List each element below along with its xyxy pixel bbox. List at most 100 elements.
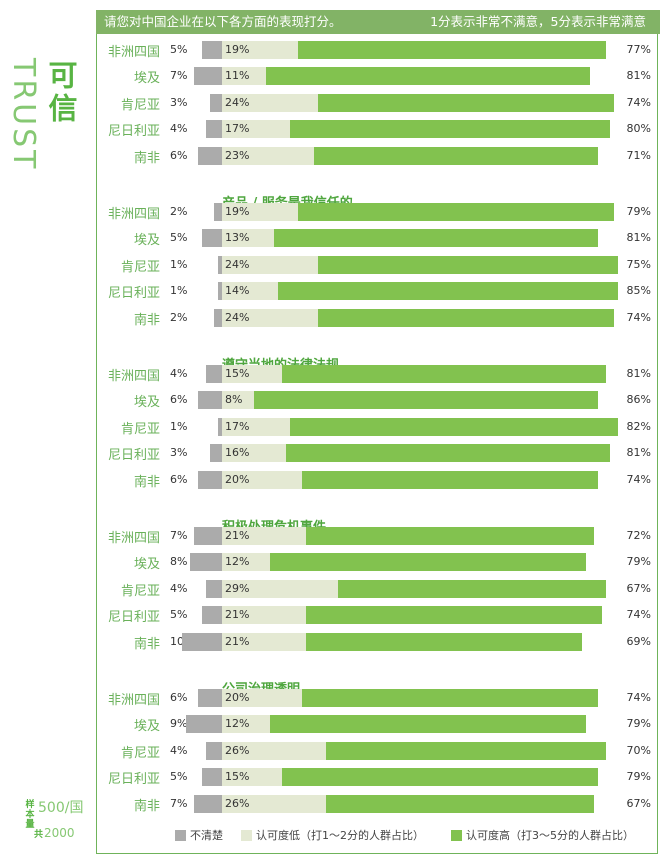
- high-pct-label: 72%: [626, 529, 651, 542]
- bar-unsure: [206, 120, 222, 139]
- unsure-pct-label: 1%: [170, 257, 188, 271]
- bar-low: [222, 579, 338, 598]
- bar-low: [222, 365, 282, 383]
- country-label: 埃及: [133, 395, 160, 411]
- country-label: 南非: [133, 150, 160, 166]
- country-label: 肯尼亚: [120, 259, 160, 275]
- high-pct-label: 69%: [626, 634, 651, 648]
- high-pct-label: 81%: [626, 367, 651, 380]
- bar-low: [222, 606, 306, 625]
- bar-high: [306, 527, 594, 545]
- bar-low: [222, 120, 290, 139]
- bar-high: [298, 203, 614, 221]
- bar-low: [222, 93, 318, 112]
- high-pct-label: 67%: [626, 581, 651, 595]
- legend-label-low: 认可度低（打1～2分的人群占比）: [256, 829, 424, 842]
- country-label: 尼日利亚: [107, 448, 160, 464]
- bar-unsure: [198, 146, 222, 165]
- high-pct-label: 74%: [626, 95, 651, 109]
- bar-low: [222, 768, 282, 787]
- high-pct-label: 86%: [626, 393, 651, 407]
- unsure-pct-label: 5%: [170, 231, 188, 245]
- high-pct-label: 79%: [626, 555, 651, 569]
- bar-low: [222, 470, 302, 489]
- high-pct-label: 71%: [626, 148, 651, 162]
- bar-low: [222, 553, 270, 572]
- high-pct-label: 79%: [626, 717, 651, 731]
- low-pct-label: 19%: [225, 205, 250, 218]
- bar-high: [314, 146, 598, 165]
- bar-high: [302, 689, 598, 707]
- low-pct-label: 16%: [225, 446, 250, 460]
- bar-unsure: [202, 768, 222, 787]
- unsure-pct-label: 4%: [170, 122, 188, 136]
- sample-size-per-country: 500/国: [38, 800, 84, 816]
- bar-unsure: [198, 470, 222, 489]
- bar-low: [222, 741, 326, 760]
- high-pct-label: 74%: [626, 472, 651, 486]
- unsure-pct-label: 5%: [170, 43, 188, 56]
- high-pct-label: 80%: [626, 122, 651, 136]
- bar-low: [222, 632, 306, 651]
- bar-low: [222, 715, 270, 734]
- country-label: 南非: [133, 636, 160, 652]
- legend-swatch-unsure: [175, 830, 186, 841]
- legend-swatch-low: [241, 830, 252, 841]
- country-label: 非洲四国: [107, 369, 160, 384]
- unsure-pct-label: 3%: [170, 95, 188, 109]
- high-pct-label: 79%: [626, 205, 651, 218]
- country-label: 南非: [133, 474, 160, 490]
- bar-low: [222, 391, 254, 410]
- bar-high: [266, 67, 590, 86]
- bar-unsure: [182, 632, 222, 651]
- bar-unsure: [206, 741, 222, 760]
- bar-high: [290, 120, 610, 139]
- country-label: 南非: [133, 312, 160, 328]
- bar-high: [254, 391, 598, 410]
- bar-high: [286, 444, 610, 463]
- unsure-pct-label: 9%: [170, 717, 188, 731]
- scale-note: 1分表示非常不满意，5分表示非常满意: [430, 14, 646, 29]
- bar-low: [222, 308, 318, 327]
- bar-high: [318, 255, 618, 274]
- country-label: 尼日利亚: [107, 772, 160, 788]
- bar-unsure: [190, 553, 222, 572]
- sample-size-total: 共2000: [34, 826, 75, 842]
- low-pct-label: 26%: [225, 796, 250, 810]
- bar-high: [282, 365, 606, 383]
- unsure-pct-label: 5%: [170, 608, 188, 622]
- unsure-pct-label: 2%: [170, 205, 188, 218]
- low-pct-label: 17%: [225, 122, 250, 136]
- unsure-pct-label: 6%: [170, 393, 188, 407]
- bar-unsure: [218, 255, 222, 274]
- unsure-pct-label: 1%: [170, 419, 188, 433]
- high-pct-label: 81%: [626, 446, 651, 460]
- country-label: 非洲四国: [107, 693, 160, 708]
- bar-unsure: [186, 715, 222, 734]
- high-pct-label: 81%: [626, 69, 651, 83]
- high-pct-label: 81%: [626, 231, 651, 245]
- low-pct-label: 23%: [225, 148, 250, 162]
- unsure-pct-label: 7%: [170, 796, 188, 810]
- bar-low: [222, 146, 314, 165]
- low-pct-label: 15%: [225, 367, 250, 380]
- country-label: 尼日利亚: [107, 286, 160, 302]
- bar-low: [222, 417, 290, 436]
- high-pct-label: 74%: [626, 608, 651, 622]
- bar-high: [282, 768, 598, 787]
- bar-high: [306, 606, 602, 625]
- country-label: 非洲四国: [107, 207, 160, 222]
- country-label: 肯尼亚: [120, 97, 160, 113]
- bar-unsure: [198, 689, 222, 707]
- bar-high: [270, 715, 586, 734]
- high-pct-label: 74%: [626, 691, 651, 704]
- country-label: 非洲四国: [107, 531, 160, 546]
- bar-low: [222, 255, 318, 274]
- country-label: 尼日利亚: [107, 124, 160, 140]
- sample-total-value: 2000: [44, 826, 75, 840]
- low-pct-label: 21%: [225, 529, 250, 542]
- bar-low: [222, 527, 306, 545]
- unsure-pct-label: 4%: [170, 581, 188, 595]
- unsure-pct-label: 2%: [170, 310, 188, 324]
- low-pct-label: 20%: [225, 472, 250, 486]
